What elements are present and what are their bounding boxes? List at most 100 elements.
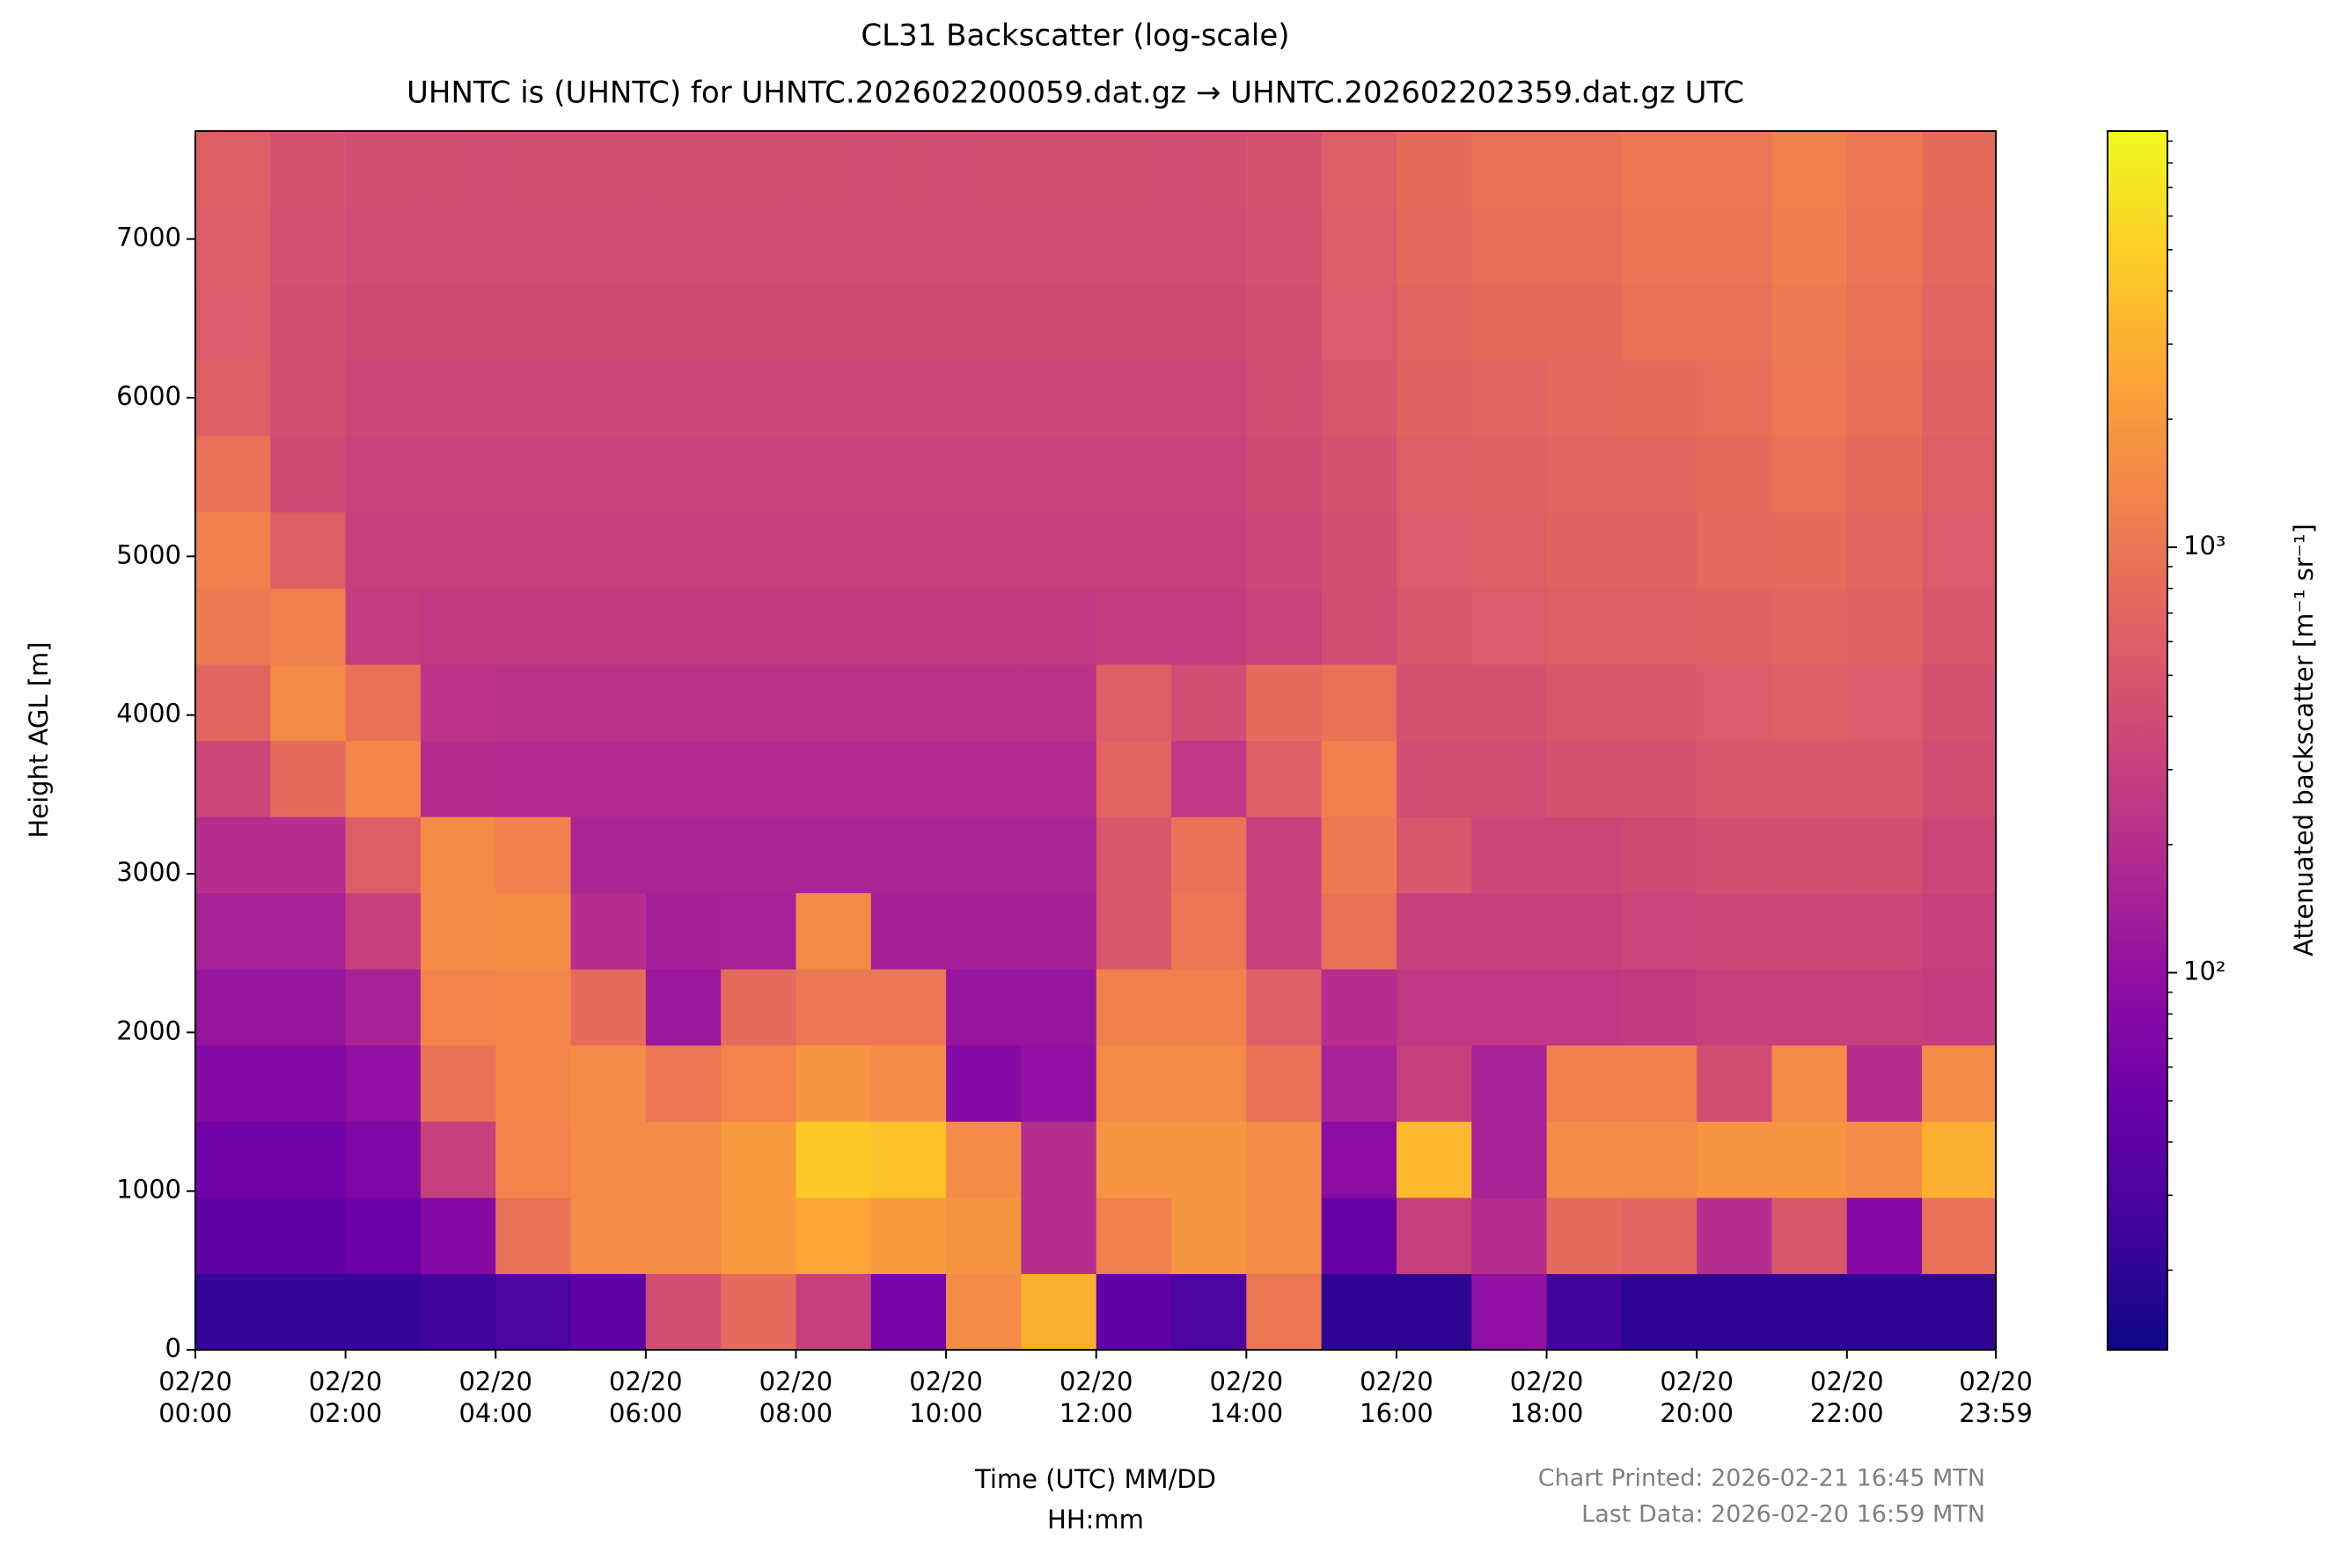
heatmap-cell (270, 207, 347, 284)
heatmap-cell (1697, 359, 1772, 436)
heatmap-cell (1771, 892, 1848, 970)
heatmap-cell (1546, 969, 1623, 1046)
heatmap-cell (946, 740, 1022, 817)
heatmap-cell (1471, 1044, 1548, 1122)
heatmap-cell (1171, 283, 1247, 361)
heatmap-cell (1096, 817, 1172, 894)
heatmap-cell (870, 740, 947, 817)
heatmap-cell (1396, 969, 1472, 1046)
heatmap-cell (1546, 1273, 1623, 1351)
heatmap-cell (420, 588, 496, 665)
heatmap-cell (1846, 283, 1923, 361)
heatmap-cell (1471, 283, 1548, 361)
heatmap-cell (1096, 283, 1172, 361)
heatmap-cell (1621, 131, 1697, 209)
heatmap-cell (420, 1044, 496, 1122)
heatmap-cell (195, 131, 271, 209)
heatmap-cell (1621, 1121, 1697, 1198)
heatmap-cell (721, 131, 796, 209)
heatmap-cell (1021, 511, 1097, 589)
heatmap-cell (1246, 969, 1323, 1046)
heatmap-cell (796, 359, 872, 436)
heatmap-cell (1621, 207, 1697, 284)
heatmap-cell (495, 1273, 572, 1351)
heatmap-cell (270, 283, 347, 361)
heatmap-cell (796, 892, 872, 970)
heatmap-cell (1546, 817, 1623, 894)
heatmap-cell (270, 740, 347, 817)
heatmap-cell (1246, 283, 1323, 361)
heatmap-cell (645, 511, 722, 589)
heatmap-cell (1546, 436, 1623, 513)
chart-subtitle: UHNTC is (UHNTC) for UHNTC.202602200059.… (407, 76, 1744, 111)
heatmap-cell (495, 892, 572, 970)
heatmap-cell (1846, 436, 1923, 513)
heatmap-cell (721, 1197, 796, 1274)
heatmap-cell (495, 436, 572, 513)
heatmap-cell (270, 1121, 347, 1198)
heatmap-cell (1246, 740, 1323, 817)
heatmap-cell (1171, 817, 1247, 894)
heatmap-cell (1321, 1273, 1397, 1351)
heatmap-cell (1621, 817, 1697, 894)
heatmap-cell (195, 283, 271, 361)
heatmap-cell (1321, 740, 1397, 817)
heatmap-cell (1621, 588, 1697, 665)
heatmap-cell (1621, 511, 1697, 589)
heatmap-cell (645, 1044, 722, 1122)
heatmap-cell (721, 663, 796, 741)
heatmap-cell (345, 740, 422, 817)
heatmap-cell (645, 1273, 722, 1351)
heatmap-cell (870, 969, 947, 1046)
heatmap-cell (1697, 1273, 1772, 1351)
heatmap-cell (1546, 588, 1623, 665)
heatmap-cell (345, 283, 422, 361)
heatmap-cell (946, 1121, 1022, 1198)
heatmap-cell (1471, 588, 1548, 665)
heatmap-cell (1171, 436, 1247, 513)
y-tick-label: 4000 (116, 699, 181, 729)
heatmap-cell (1246, 588, 1323, 665)
heatmap-cell (570, 1121, 647, 1198)
heatmap-cell (1771, 1121, 1848, 1198)
heatmap-cell (1246, 359, 1323, 436)
heatmap-cell (1171, 892, 1247, 970)
heatmap-cell (1021, 817, 1097, 894)
heatmap-cell (1621, 283, 1697, 361)
heatmap-cell (570, 1273, 647, 1351)
heatmap-cell (1096, 663, 1172, 741)
heatmap-cell (195, 1044, 271, 1122)
heatmap-cell (495, 1121, 572, 1198)
heatmap-cell (1471, 1197, 1548, 1274)
heatmap-cell (1246, 511, 1323, 589)
heatmap-cell (796, 969, 872, 1046)
heatmap-cell (195, 1121, 271, 1198)
heatmap-cell (796, 817, 872, 894)
heatmap-cell (1922, 1197, 1997, 1274)
heatmap-cell (270, 1197, 347, 1274)
heatmap-cell (1246, 817, 1323, 894)
heatmap-cell (1697, 436, 1772, 513)
colorbar-tick-label: 10² (2183, 956, 2226, 985)
heatmap-cell (570, 283, 647, 361)
heatmap-cell (1846, 817, 1923, 894)
x-tick-label: 02/20 04:00 (458, 1367, 533, 1428)
heatmap-cell (270, 511, 347, 589)
x-tick-label: 02/20 14:00 (1209, 1367, 1284, 1428)
heatmap-cell (721, 817, 796, 894)
heatmap-cell (195, 511, 271, 589)
heatmap-cell (1396, 892, 1472, 970)
heatmap-cell (1396, 359, 1472, 436)
heatmap-cell (1922, 511, 1997, 589)
heatmap-cell (721, 740, 796, 817)
heatmap-cell (1096, 1121, 1172, 1198)
heatmap-cell (270, 359, 347, 436)
heatmap-cell (645, 131, 722, 209)
heatmap-cell (345, 892, 422, 970)
heatmap-cell (1546, 359, 1623, 436)
heatmap-cell (1697, 131, 1772, 209)
heatmap-cell (1321, 1044, 1397, 1122)
heatmap-cell (721, 511, 796, 589)
heatmap-cell (345, 1044, 422, 1122)
heatmap-cell (1546, 1044, 1623, 1122)
